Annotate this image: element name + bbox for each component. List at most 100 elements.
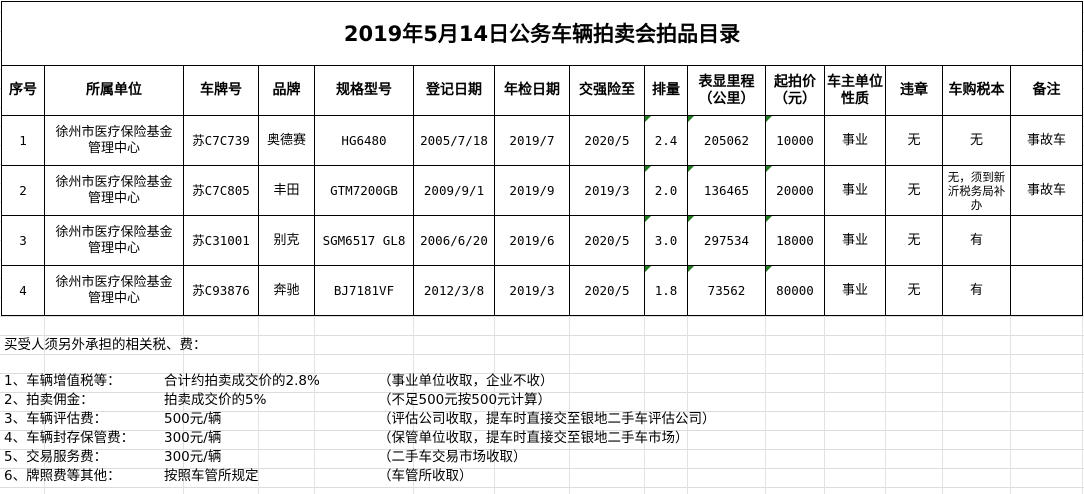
table-cell[interactable]: 2019/6 bbox=[494, 215, 570, 266]
table-cell[interactable]: 事故车 bbox=[1010, 115, 1083, 166]
table-cell[interactable]: 有 bbox=[942, 265, 1011, 316]
table-cell[interactable]: 2 bbox=[1, 165, 45, 216]
grid-line bbox=[183, 316, 184, 494]
table-cell[interactable]: 2020/5 bbox=[569, 115, 645, 166]
table-cell[interactable]: 丰田 bbox=[258, 165, 315, 216]
table-cell[interactable]: 奔驰 bbox=[258, 265, 315, 316]
table-cell[interactable]: 2019/3 bbox=[494, 265, 570, 316]
table-cell[interactable]: 1 bbox=[1, 115, 45, 166]
table-cell[interactable]: 事业 bbox=[824, 265, 886, 316]
table-cell[interactable]: 无 bbox=[885, 265, 943, 316]
table-cell[interactable]: 无 bbox=[885, 165, 943, 216]
grid-line bbox=[1010, 316, 1011, 494]
table-cell[interactable]: 2019/9 bbox=[494, 165, 570, 216]
table-cell[interactable]: 徐州市医疗保险基金管理中心 bbox=[44, 165, 184, 216]
table-cell[interactable]: 2009/9/1 bbox=[413, 165, 495, 216]
fee-name[interactable]: 3、车辆评估费： bbox=[4, 411, 108, 427]
table-cell[interactable]: 80000 bbox=[765, 265, 825, 316]
table-cell[interactable]: 18000 bbox=[765, 215, 825, 266]
fee-remark[interactable]: （二手车交易市场收取） bbox=[378, 449, 527, 465]
table-cell[interactable]: SGM6517 GL8 bbox=[314, 215, 414, 266]
grid-line bbox=[687, 316, 688, 494]
table-cell[interactable]: 苏C31001 bbox=[183, 215, 259, 266]
table-cell[interactable]: GTM7200GB bbox=[314, 165, 414, 216]
table-cell[interactable]: 2.4 bbox=[644, 115, 688, 166]
table-cell[interactable]: 2.0 bbox=[644, 165, 688, 216]
fee-name[interactable]: 1、车辆增值税等： bbox=[4, 373, 121, 389]
column-header[interactable]: 交强险至 bbox=[569, 65, 645, 116]
fee-name[interactable]: 5、交易服务费： bbox=[4, 449, 108, 465]
fee-remark[interactable]: （保管单位收取，提车时直接交至银地二手车市场） bbox=[378, 430, 689, 446]
table-cell[interactable]: 苏C7C739 bbox=[183, 115, 259, 166]
fee-amount[interactable]: 拍卖成交价的5% bbox=[164, 392, 267, 408]
table-cell[interactable]: 事故车 bbox=[1010, 165, 1083, 216]
fee-remark[interactable]: （车管所收取） bbox=[378, 468, 473, 484]
table-cell[interactable]: 2020/5 bbox=[569, 215, 645, 266]
table-cell[interactable]: 苏C7C805 bbox=[183, 165, 259, 216]
column-header[interactable]: 规格型号 bbox=[314, 65, 414, 116]
table-cell[interactable]: 事业 bbox=[824, 115, 886, 166]
table-cell[interactable]: 奥德赛 bbox=[258, 115, 315, 166]
table-cell[interactable]: 事业 bbox=[824, 165, 886, 216]
column-header[interactable]: 违章 bbox=[885, 65, 943, 116]
column-header[interactable]: 备注 bbox=[1010, 65, 1083, 116]
table-cell[interactable]: 2005/7/18 bbox=[413, 115, 495, 166]
column-header[interactable]: 车牌号 bbox=[183, 65, 259, 116]
fee-amount[interactable]: 300元/辆 bbox=[164, 449, 222, 465]
table-cell[interactable]: 2006/6/20 bbox=[413, 215, 495, 266]
table-cell[interactable]: 徐州市医疗保险基金管理中心 bbox=[44, 115, 184, 166]
fee-remark[interactable]: （不足500元按500元计算） bbox=[378, 392, 552, 408]
column-header[interactable]: 年检日期 bbox=[494, 65, 570, 116]
fee-name[interactable]: 6、牌照费等其他： bbox=[4, 468, 121, 484]
table-cell[interactable]: 205062 bbox=[687, 115, 766, 166]
table-cell[interactable]: 事业 bbox=[824, 215, 886, 266]
table-cell[interactable]: 1.8 bbox=[644, 265, 688, 316]
column-header[interactable]: 登记日期 bbox=[413, 65, 495, 116]
table-cell[interactable]: 2020/5 bbox=[569, 265, 645, 316]
table-cell[interactable]: 2012/3/8 bbox=[413, 265, 495, 316]
table-cell[interactable]: 3.0 bbox=[644, 215, 688, 266]
fee-amount[interactable]: 合计约拍卖成交价的2.8% bbox=[164, 373, 320, 389]
fee-amount[interactable]: 按照车管所规定 bbox=[164, 468, 259, 484]
table-cell[interactable]: HG6480 bbox=[314, 115, 414, 166]
table-cell[interactable]: 苏C93876 bbox=[183, 265, 259, 316]
fee-amount[interactable]: 300元/辆 bbox=[164, 430, 222, 446]
table-cell[interactable]: 2019/3 bbox=[569, 165, 645, 216]
table-cell[interactable]: 无 bbox=[885, 215, 943, 266]
column-header[interactable]: 序号 bbox=[1, 65, 45, 116]
table-cell[interactable]: 4 bbox=[1, 265, 45, 316]
fee-remark[interactable]: （事业单位收取，企业不收） bbox=[378, 373, 554, 389]
column-header[interactable]: 车购税本 bbox=[942, 65, 1011, 116]
column-header[interactable]: 起拍价（元） bbox=[765, 65, 825, 116]
notes-heading[interactable]: 买受人须另外承担的相关税、费： bbox=[4, 337, 207, 353]
table-cell[interactable]: 徐州市医疗保险基金管理中心 bbox=[44, 265, 184, 316]
table-cell[interactable]: 20000 bbox=[765, 165, 825, 216]
table-cell[interactable]: BJ7181VF bbox=[314, 265, 414, 316]
column-header[interactable]: 表显里程（公里） bbox=[687, 65, 766, 116]
table-cell[interactable]: 10000 bbox=[765, 115, 825, 166]
fee-amount[interactable]: 500元/辆 bbox=[164, 411, 222, 427]
table-cell[interactable]: 别克 bbox=[258, 215, 315, 266]
table-cell[interactable]: 无 bbox=[942, 115, 1011, 166]
table-cell[interactable]: 297534 bbox=[687, 215, 766, 266]
table-cell[interactable]: 徐州市医疗保险基金管理中心 bbox=[44, 215, 184, 266]
table-cell[interactable]: 无，须到新沂税务局补办 bbox=[942, 165, 1011, 216]
table-cell[interactable]: 有 bbox=[942, 215, 1011, 266]
fee-name[interactable]: 2、拍卖佣金： bbox=[4, 392, 94, 408]
column-header[interactable]: 车主单位性质 bbox=[824, 65, 886, 116]
table-cell[interactable]: 2019/7 bbox=[494, 115, 570, 166]
column-header[interactable]: 所属单位 bbox=[44, 65, 184, 116]
table-cell[interactable]: 3 bbox=[1, 215, 45, 266]
column-header[interactable]: 排量 bbox=[644, 65, 688, 116]
table-cell[interactable] bbox=[1010, 215, 1083, 266]
fee-remark[interactable]: （评估公司收取，提车时直接交至银地二手车评估公司） bbox=[378, 411, 716, 427]
grid-line bbox=[44, 316, 45, 494]
column-header[interactable]: 品牌 bbox=[258, 65, 315, 116]
table-cell[interactable]: 136465 bbox=[687, 165, 766, 216]
fee-name[interactable]: 4、车辆封存保管费： bbox=[4, 430, 135, 446]
grid-line bbox=[765, 316, 766, 494]
table-cell[interactable]: 73562 bbox=[687, 265, 766, 316]
table-cell[interactable]: 无 bbox=[885, 115, 943, 166]
table-cell[interactable] bbox=[1010, 265, 1083, 316]
page-title[interactable]: 2019年5月14日公务车辆拍卖会拍品目录 bbox=[1, 1, 1083, 66]
